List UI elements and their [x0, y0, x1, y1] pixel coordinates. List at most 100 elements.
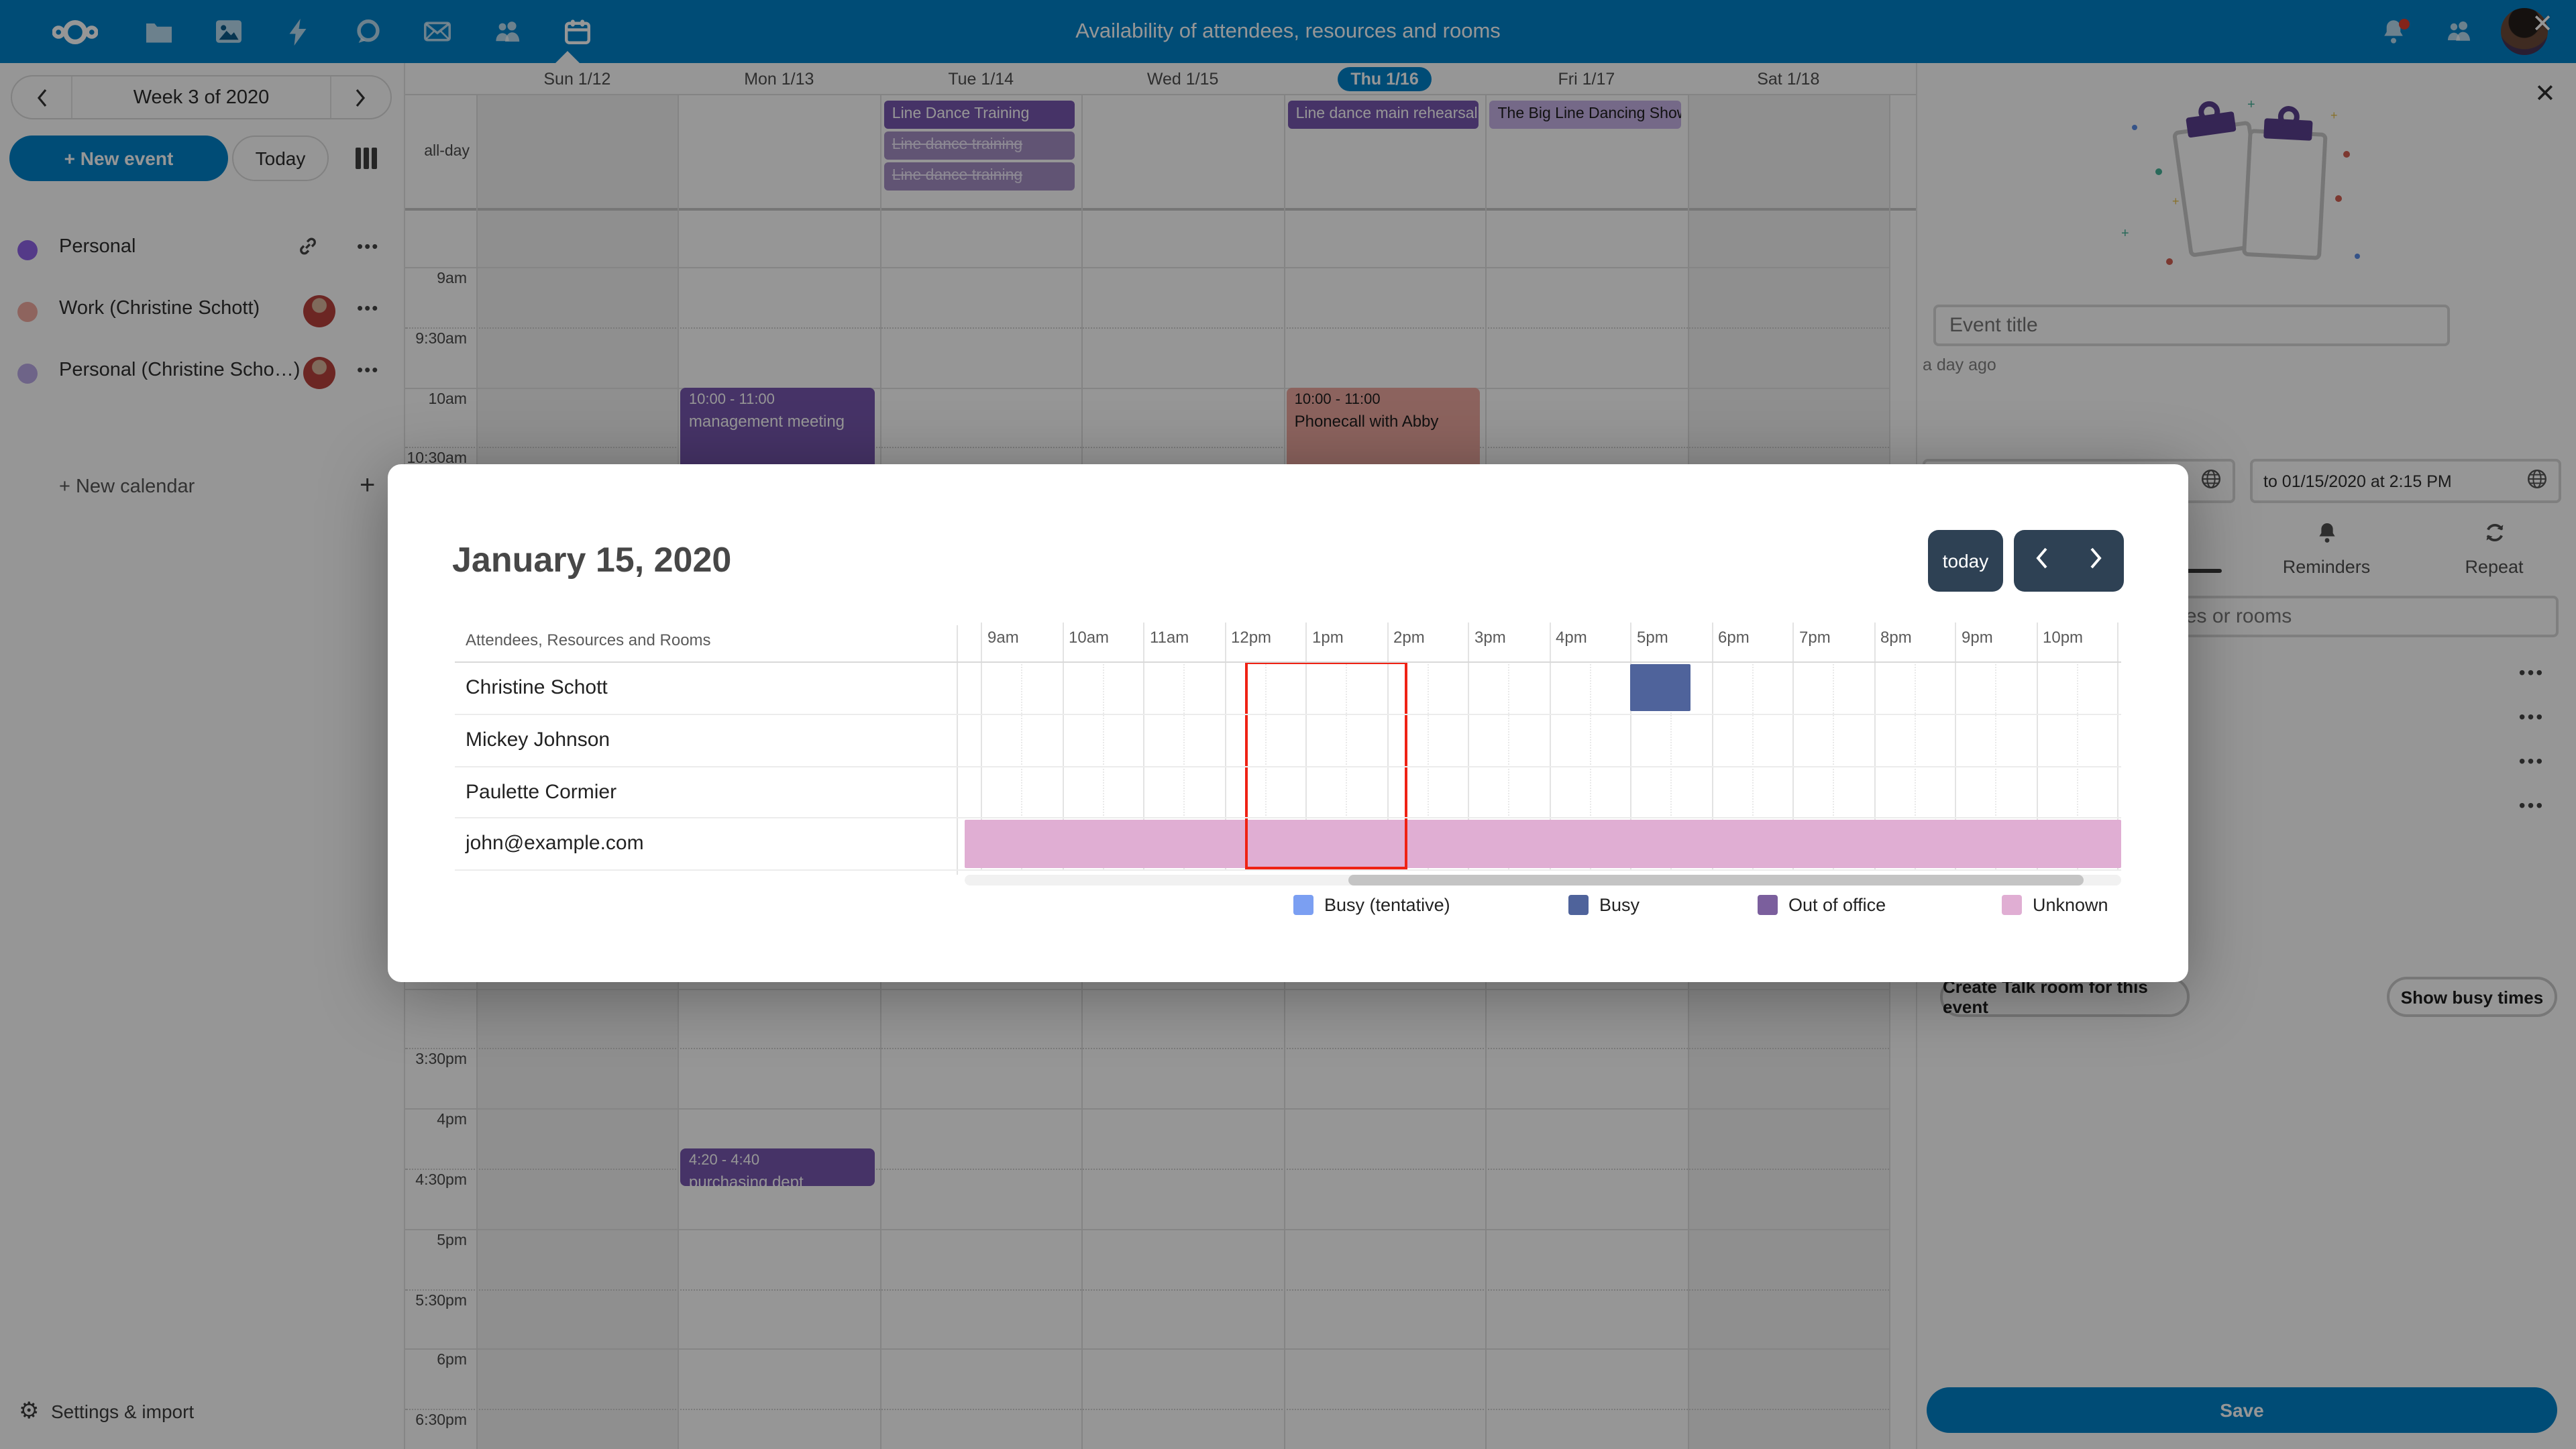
event-title: purchasing dept — [688, 1173, 804, 1186]
notifications-bell-icon[interactable] — [2364, 0, 2423, 63]
half-hour-grid-line — [1427, 661, 1429, 869]
hour-grid-line — [1468, 623, 1469, 869]
half-hour-grid-line — [1183, 661, 1185, 869]
attendee-row-name: Christine Schott — [466, 676, 608, 699]
timezone-globe-icon[interactable] — [2526, 468, 2548, 494]
svg-text:+: + — [2330, 109, 2338, 122]
allday-event[interactable]: Line dance training — [883, 162, 1075, 191]
week-navigation: Week 3 of 2020 — [11, 75, 392, 119]
allday-label: all-day — [424, 144, 470, 160]
legend-label: Busy (tentative) — [1324, 895, 1450, 915]
hour-grid-line — [1792, 623, 1794, 869]
day-header[interactable]: Fri 1/17 — [1558, 69, 1615, 88]
time-gutter-label: 5:30pm — [415, 1293, 467, 1309]
day-header[interactable]: Mon 1/13 — [744, 69, 814, 88]
attendee-menu-button[interactable]: ••• — [2518, 661, 2545, 683]
week-label[interactable]: Week 3 of 2020 — [133, 87, 270, 108]
event-title-input[interactable] — [1933, 305, 2450, 346]
contacts-menu-icon[interactable] — [2428, 0, 2487, 63]
next-week-button[interactable] — [331, 76, 390, 118]
allday-event[interactable]: The Big Line Dancing Show — [1489, 101, 1681, 129]
calendar-menu-button[interactable]: ••• — [357, 298, 380, 318]
day-header[interactable]: Sat 1/18 — [1757, 69, 1820, 88]
half-hour-grid-line — [1021, 661, 1023, 869]
grid-row-line — [455, 869, 2121, 871]
avatar-photo — [2501, 8, 2548, 55]
view-mode-columns-icon[interactable] — [352, 145, 381, 172]
activity-app-icon[interactable] — [268, 0, 327, 63]
calendar-list-item[interactable]: Personal (Christine Scho…) ••• — [0, 343, 405, 402]
allday-event[interactable]: Line Dance Training — [883, 101, 1075, 129]
day-header[interactable]: Thu 1/16 — [1284, 63, 1486, 94]
tab-reminders[interactable]: Reminders — [2226, 522, 2427, 580]
slot-line — [405, 1048, 1889, 1050]
legend-swatch-unknown — [2002, 895, 2022, 915]
new-event-button[interactable]: + New event — [9, 136, 228, 181]
day-header[interactable]: Wed 1/15 — [1146, 69, 1219, 88]
calendar-menu-button[interactable]: ••• — [357, 360, 380, 380]
attendee-row-name: john@example.com — [466, 832, 644, 855]
settings-import-button[interactable]: ⚙ Settings & import — [0, 1393, 405, 1433]
previous-week-button[interactable] — [12, 76, 71, 118]
availability-block-unknown — [965, 819, 2121, 868]
calendar-name-label: Personal — [59, 236, 136, 258]
modal-today-button[interactable]: today — [1928, 530, 2003, 592]
previous-day-button[interactable] — [2034, 545, 2049, 576]
owner-avatar — [303, 357, 335, 389]
half-hour-grid-line — [1914, 661, 1916, 869]
owner-avatar — [303, 295, 335, 327]
next-day-button[interactable] — [2089, 545, 2104, 576]
event-time: 10:00 - 11:00 — [1294, 391, 1381, 408]
week-event[interactable]: 4:20 - 4:40 purchasing dept — [680, 1148, 875, 1186]
allday-event[interactable]: Line dance main rehearsal — [1287, 101, 1479, 129]
files-app-icon[interactable] — [129, 0, 188, 63]
gear-icon: ⚙ — [19, 1398, 40, 1424]
hour-grid-line — [1630, 623, 1631, 869]
new-calendar-plus-icon[interactable]: + — [360, 471, 376, 500]
calendar-app-icon[interactable] — [547, 0, 606, 63]
attendee-menu-button[interactable]: ••• — [2518, 706, 2545, 727]
talk-app-icon[interactable] — [338, 0, 397, 63]
hour-grid-line — [2036, 623, 2037, 869]
mail-app-icon[interactable] — [408, 0, 467, 63]
today-day-pill: Thu 1/16 — [1337, 66, 1432, 91]
time-gutter-label: 9:30am — [415, 331, 467, 347]
user-avatar[interactable]: ✕ — [2501, 8, 2553, 55]
allday-event[interactable]: Line dance training — [883, 131, 1075, 160]
photos-app-icon[interactable] — [199, 0, 258, 63]
hour-grid-line — [1143, 623, 1144, 869]
calendar-color-dot — [17, 302, 38, 322]
nextcloud-logo-icon[interactable] — [38, 0, 113, 63]
day-header[interactable]: Tue 1/14 — [948, 69, 1014, 88]
repeat-icon — [2394, 522, 2576, 550]
active-app-indicator — [555, 51, 580, 63]
calendar-menu-button[interactable]: ••• — [357, 236, 380, 256]
attendee-menu-button[interactable]: ••• — [2518, 794, 2545, 816]
close-icon[interactable]: ✕ — [2534, 80, 2556, 109]
settings-import-label: Settings & import — [51, 1401, 195, 1422]
calendar-list-item[interactable]: Personal ••• — [0, 220, 405, 279]
today-button[interactable]: Today — [232, 136, 329, 181]
calendar-name-label: Work (Christine Schott) — [59, 298, 260, 319]
event-time: 10:00 - 11:00 — [688, 391, 775, 408]
attendee-menu-button[interactable]: ••• — [2518, 750, 2545, 771]
calendar-list-item[interactable]: Work (Christine Schott) ••• — [0, 282, 405, 341]
legend-label: Busy — [1599, 895, 1640, 915]
new-calendar-button[interactable]: + New calendar — [59, 476, 195, 498]
time-gutter-label: 5pm — [437, 1232, 467, 1249]
end-datetime-field[interactable]: to 01/15/2020 at 2:15 PM — [2250, 459, 2561, 503]
event-title: management meeting — [688, 411, 845, 431]
svg-text:+: + — [2121, 226, 2129, 241]
save-button[interactable]: Save — [1927, 1387, 2557, 1433]
tab-repeat[interactable]: Repeat — [2394, 522, 2576, 580]
contacts-app-icon[interactable] — [478, 0, 537, 63]
scrollbar-thumb[interactable] — [1348, 875, 2084, 885]
share-link-icon[interactable] — [298, 236, 318, 263]
hour-grid-line — [1305, 623, 1307, 869]
day-header-row: Sun 1/12 Mon 1/13 Tue 1/14 Wed 1/15 Thu 1/16… — [405, 63, 1916, 94]
show-busy-times-button[interactable]: Show busy times — [2387, 977, 2557, 1017]
attendee-row-name: Paulette Cormier — [466, 780, 617, 804]
timezone-globe-icon[interactable] — [2200, 468, 2222, 494]
day-header[interactable]: Sun 1/12 — [543, 69, 611, 88]
